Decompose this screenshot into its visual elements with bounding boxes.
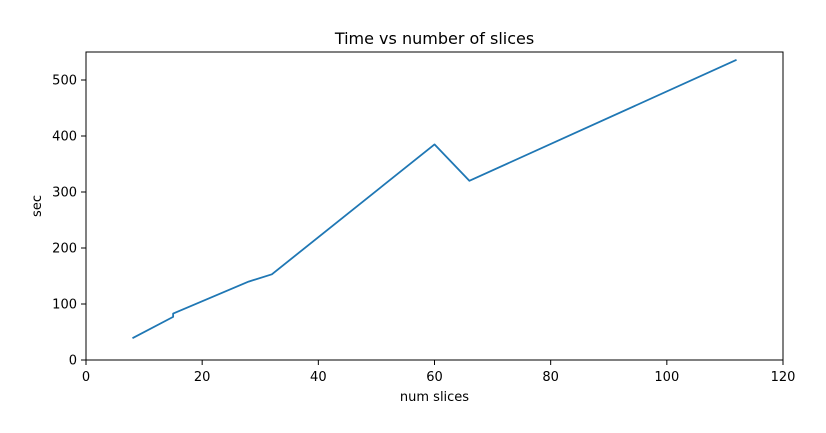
x-axis-ticks: 0 20 40 60 80 100 120 xyxy=(82,360,796,385)
series-layer xyxy=(132,59,737,339)
y-axis-ticks: 0 100 200 300 400 500 xyxy=(52,74,86,369)
y-tick-label: 500 xyxy=(52,74,77,89)
plot-area xyxy=(86,52,783,360)
chart-title: Time vs number of slices xyxy=(334,29,534,48)
x-tick-label: 80 xyxy=(542,370,559,385)
x-tick-label: 0 xyxy=(82,370,90,385)
y-tick-label: 400 xyxy=(52,130,77,145)
y-axis-label: sec xyxy=(30,195,45,217)
x-tick-label: 100 xyxy=(654,370,679,385)
x-tick-label: 60 xyxy=(426,370,443,385)
y-tick-label: 100 xyxy=(52,298,77,313)
series-line xyxy=(132,59,737,339)
x-tick-label: 40 xyxy=(310,370,327,385)
y-tick-label: 300 xyxy=(52,186,77,201)
x-tick-label: 120 xyxy=(771,370,796,385)
y-tick-label: 200 xyxy=(52,242,77,257)
plot-frame xyxy=(85,51,784,361)
x-tick-label: 20 xyxy=(194,370,211,385)
x-axis-label: num slices xyxy=(400,390,469,405)
y-tick-label: 0 xyxy=(69,354,77,369)
